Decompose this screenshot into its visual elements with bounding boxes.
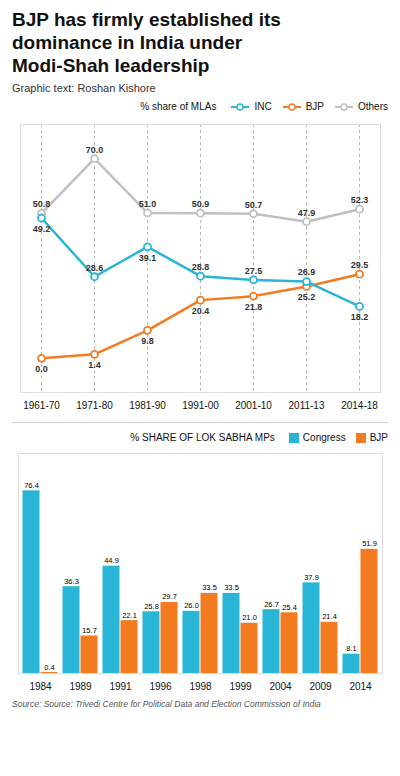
svg-text:1998: 1998 xyxy=(189,681,212,692)
svg-text:8.1: 8.1 xyxy=(346,644,356,653)
svg-text:37.9: 37.9 xyxy=(304,573,319,582)
svg-text:1971-80: 1971-80 xyxy=(76,400,113,411)
svg-text:22.1: 22.1 xyxy=(122,611,137,620)
svg-text:50.9: 50.9 xyxy=(192,199,210,209)
svg-text:39.1: 39.1 xyxy=(139,253,157,263)
svg-text:26.9: 26.9 xyxy=(298,267,316,277)
svg-text:51.0: 51.0 xyxy=(139,199,157,209)
svg-text:29.7: 29.7 xyxy=(162,592,177,601)
svg-text:28.8: 28.8 xyxy=(192,262,210,272)
svg-text:49.2: 49.2 xyxy=(33,224,51,234)
html-text:% SHARE OF LOK SABHA MPs: % SHARE OF LOK SABHA MPs xyxy=(130,432,275,443)
svg-text:70.0: 70.0 xyxy=(86,145,104,155)
html-text:BJP: BJP xyxy=(305,101,324,112)
svg-text:9.8: 9.8 xyxy=(141,336,154,346)
svg-text:33.5: 33.5 xyxy=(224,583,239,592)
svg-text:20.4: 20.4 xyxy=(192,306,210,316)
svg-text:1981-90: 1981-90 xyxy=(129,400,166,411)
svg-text:76.4: 76.4 xyxy=(24,481,39,490)
svg-text:2004: 2004 xyxy=(269,681,292,692)
svg-text:36.3: 36.3 xyxy=(64,577,79,586)
html-text:Others: Others xyxy=(358,101,388,112)
svg-text:50.7: 50.7 xyxy=(245,200,263,210)
svg-text:26.7: 26.7 xyxy=(264,600,279,609)
svg-text:1996: 1996 xyxy=(149,681,172,692)
svg-text:27.5: 27.5 xyxy=(245,266,263,276)
svg-text:1961-70: 1961-70 xyxy=(23,400,60,411)
svg-text:25.8: 25.8 xyxy=(144,602,159,611)
svg-text:26.0: 26.0 xyxy=(184,601,199,610)
svg-text:52.3: 52.3 xyxy=(351,195,369,205)
html-text:Congress: Congress xyxy=(302,432,346,443)
svg-text:2014-18: 2014-18 xyxy=(341,400,378,411)
svg-text:2009: 2009 xyxy=(309,681,332,692)
svg-text:21.0: 21.0 xyxy=(242,613,257,622)
svg-text:2011-13: 2011-13 xyxy=(289,400,325,411)
html-text:BJP: BJP xyxy=(369,432,388,443)
svg-text:18.2: 18.2 xyxy=(351,312,369,322)
svg-text:15.7: 15.7 xyxy=(82,626,97,635)
svg-text:25.2: 25.2 xyxy=(298,292,316,302)
html-text:BJP has firmly established its: BJP has firmly established its dominance… xyxy=(12,9,281,76)
svg-text:1991-00: 1991-00 xyxy=(182,400,219,411)
svg-text:2001-10: 2001-10 xyxy=(235,400,272,411)
html-text:Graphic text: Roshan Kishore: Graphic text: Roshan Kishore xyxy=(12,82,156,94)
svg-text:1.4: 1.4 xyxy=(88,360,101,370)
html-text:INC: INC xyxy=(254,101,272,112)
svg-text:25.4: 25.4 xyxy=(282,603,297,612)
svg-text:50.8: 50.8 xyxy=(33,199,51,209)
svg-text:1999: 1999 xyxy=(229,681,252,692)
svg-text:33.5: 33.5 xyxy=(202,583,217,592)
svg-text:21.4: 21.4 xyxy=(322,612,337,621)
svg-text:44.9: 44.9 xyxy=(104,556,119,565)
svg-text:1991: 1991 xyxy=(109,681,132,692)
svg-text:51.9: 51.9 xyxy=(362,539,377,548)
html-text:Source: Source: Trivedi Centre: Source: Source: Trivedi Centre for Polit… xyxy=(12,699,321,709)
svg-text:47.9: 47.9 xyxy=(298,208,316,218)
html-text:% share of MLAs: % share of MLAs xyxy=(140,101,217,112)
svg-text:28.6: 28.6 xyxy=(86,263,104,273)
svg-text:1984: 1984 xyxy=(29,681,52,692)
svg-text:29.5: 29.5 xyxy=(351,260,369,270)
svg-text:21.8: 21.8 xyxy=(245,302,263,312)
svg-text:2014: 2014 xyxy=(349,681,372,692)
svg-text:1989: 1989 xyxy=(69,681,92,692)
svg-text:0.0: 0.0 xyxy=(35,364,48,374)
svg-text:0.4: 0.4 xyxy=(44,663,54,672)
